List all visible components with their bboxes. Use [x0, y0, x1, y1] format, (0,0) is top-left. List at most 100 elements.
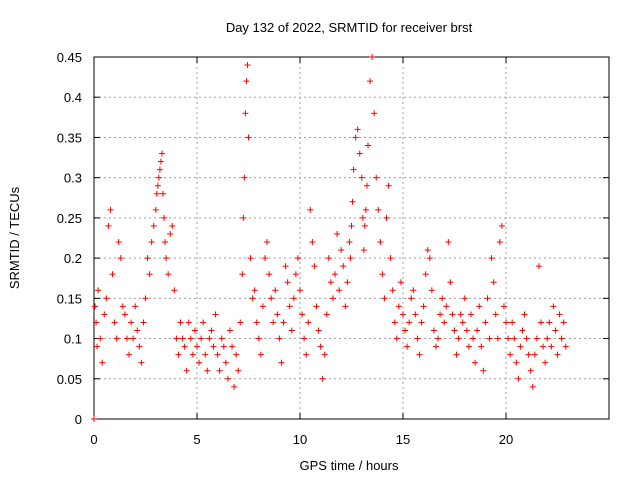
data-point — [286, 303, 293, 310]
data-point — [156, 166, 163, 173]
data-point — [309, 239, 316, 246]
data-point — [212, 311, 219, 318]
data-point — [171, 287, 178, 294]
data-point — [241, 174, 248, 181]
data-point — [556, 311, 563, 318]
data-point — [91, 416, 97, 422]
data-point — [435, 335, 442, 342]
data-point — [332, 271, 339, 278]
data-point — [233, 351, 240, 358]
data-point — [327, 279, 334, 286]
data-point — [202, 351, 209, 358]
data-point — [472, 359, 479, 366]
data-point — [467, 311, 474, 318]
data-point — [457, 311, 464, 318]
data-point — [533, 335, 540, 342]
data-point — [307, 206, 314, 213]
y-tick-label: 0.35 — [57, 130, 82, 145]
data-point — [189, 351, 196, 358]
data-point — [126, 351, 133, 358]
data-point — [465, 343, 472, 350]
data-point — [334, 230, 341, 237]
data-point — [459, 319, 466, 326]
data-point — [255, 335, 262, 342]
data-point — [113, 335, 120, 342]
data-point — [243, 78, 250, 85]
data-point — [270, 319, 277, 326]
y-axis-label: SRMTID / TECUs — [7, 186, 22, 289]
data-point — [181, 343, 188, 350]
data-point — [103, 295, 110, 302]
data-point — [361, 222, 368, 229]
data-point — [432, 343, 439, 350]
x-tick-label: 15 — [396, 432, 410, 447]
data-point — [389, 287, 396, 294]
data-point — [422, 271, 429, 278]
data-point — [362, 206, 369, 213]
y-tick-label: 0.45 — [57, 50, 82, 65]
data-point — [148, 239, 155, 246]
data-point — [301, 335, 308, 342]
data-point — [416, 351, 423, 358]
data-point — [160, 190, 167, 197]
data-point — [517, 343, 524, 350]
data-point — [363, 182, 370, 189]
data-point — [523, 335, 530, 342]
data-point — [560, 319, 567, 326]
data-point — [321, 351, 328, 358]
data-point — [266, 271, 273, 278]
data-point — [461, 295, 468, 302]
data-point — [222, 359, 229, 366]
data-point — [144, 255, 151, 262]
data-point — [519, 327, 526, 334]
data-point — [379, 271, 386, 278]
data-point — [404, 343, 411, 350]
data-point — [187, 335, 194, 342]
data-point — [367, 78, 374, 85]
data-point — [220, 343, 227, 350]
data-point — [311, 263, 318, 270]
data-point — [163, 255, 170, 262]
data-point — [111, 319, 118, 326]
axis-ticks: 0 0.05 0.1 0.15 0.2 0.25 0.3 0.35 0.4 0.45 0 5 10 15 2… — [57, 50, 609, 447]
data-point — [418, 319, 425, 326]
data-point — [391, 319, 398, 326]
data-point — [544, 335, 551, 342]
data-point — [278, 359, 285, 366]
data-point — [325, 255, 332, 262]
data-point — [412, 311, 419, 318]
data-point — [191, 327, 198, 334]
data-point — [513, 359, 520, 366]
data-point — [196, 359, 203, 366]
data-point — [136, 343, 143, 350]
data-point — [239, 271, 246, 278]
data-point — [535, 263, 542, 270]
data-point — [511, 335, 518, 342]
data-point — [488, 255, 495, 262]
y-tick-label: 0.05 — [57, 372, 82, 387]
data-point — [194, 343, 200, 350]
data-point — [290, 295, 297, 302]
data-point — [437, 311, 444, 318]
data-point — [274, 311, 281, 318]
data-point — [155, 174, 162, 181]
chart-title: Day 132 of 2022, SRMTID for receiver brs… — [226, 20, 473, 35]
data-point — [150, 222, 157, 229]
data-point — [359, 214, 366, 221]
y-tick-label: 0.25 — [57, 211, 82, 226]
data-point — [352, 134, 359, 141]
data-point — [484, 295, 491, 302]
data-point — [264, 239, 271, 246]
data-point — [364, 142, 371, 149]
data-point — [93, 319, 100, 326]
data-point — [430, 327, 437, 334]
data-point — [507, 351, 514, 358]
data-point — [235, 367, 242, 374]
data-point — [529, 383, 536, 390]
data-point — [297, 287, 303, 294]
y-tick-label: 0.4 — [64, 90, 82, 105]
x-axis-label: GPS time / hours — [300, 458, 399, 473]
data-point — [371, 110, 378, 117]
data-point — [242, 110, 249, 117]
